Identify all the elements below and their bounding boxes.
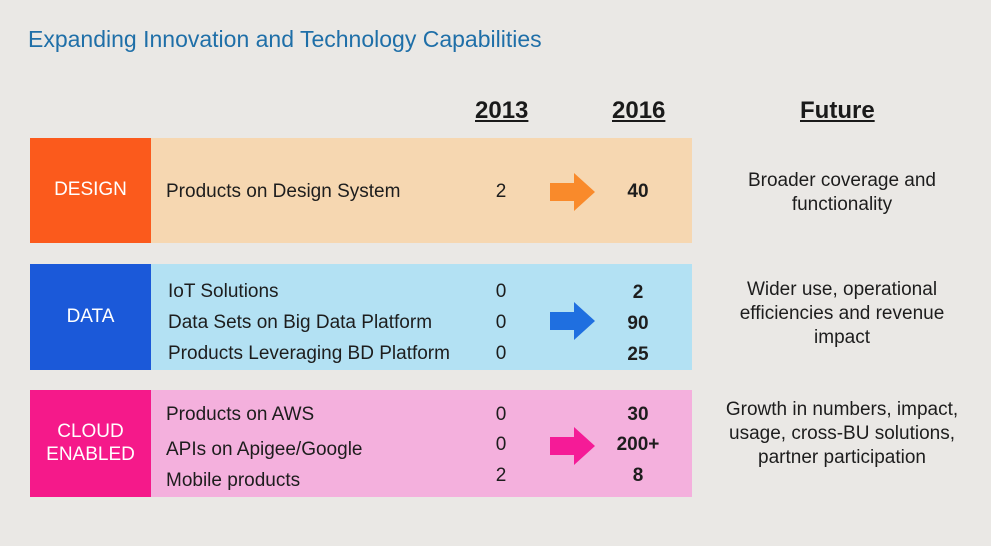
future-text: Wider use, operational efficiencies and … [739,279,945,348]
value-2016: 40 [627,181,649,202]
list-item-name: APIs on Apigee/Google [166,439,363,460]
value-2013: 0 [495,434,507,455]
value-2013: 0 [495,312,507,333]
list-item-name: Products Leveraging BD Platform [168,343,450,364]
value-2016: 2 [632,282,644,303]
value-2016: 8 [632,465,644,486]
value-2016: 30 [627,404,649,425]
design-label-box: DESIGN [30,138,151,243]
column-header-2013: 2013 [475,97,529,124]
value-2013: 2 [495,465,507,486]
list-item-name: Data Sets on Big Data Platform [168,312,433,333]
blue-right-arrow-icon [550,302,595,340]
value-2013: 0 [495,404,507,425]
column-header-2016: 2016 [612,97,666,124]
value-2013: 0 [495,343,507,364]
value-2016: 200+ [616,434,660,455]
value-2016: 90 [627,313,649,334]
future-text: Broader coverage and functionality [747,170,936,215]
data-label-box: DATA [30,264,151,370]
cloud-enabled-label-box: CLOUD ENABLED [30,390,151,497]
slide-title: Expanding Innovation and Technology Capa… [28,26,542,52]
value-2013: 0 [495,281,507,302]
pink-right-arrow-icon [550,427,595,465]
list-item-name: Mobile products [166,470,301,491]
list-item-name: Products on Design System [166,181,401,202]
list-item-name: IoT Solutions [168,281,279,302]
data-row-background [151,264,692,370]
cloud-row-background [151,390,692,497]
value-2013: 2 [495,181,507,202]
future-text: Growth in numbers, impact, usage, cross-… [725,399,959,468]
design-row-background [151,138,692,243]
value-2016: 25 [627,344,649,365]
list-item-name: Products on AWS [166,404,315,425]
orange-right-arrow-icon [550,173,595,211]
column-header-future: Future [800,97,875,124]
